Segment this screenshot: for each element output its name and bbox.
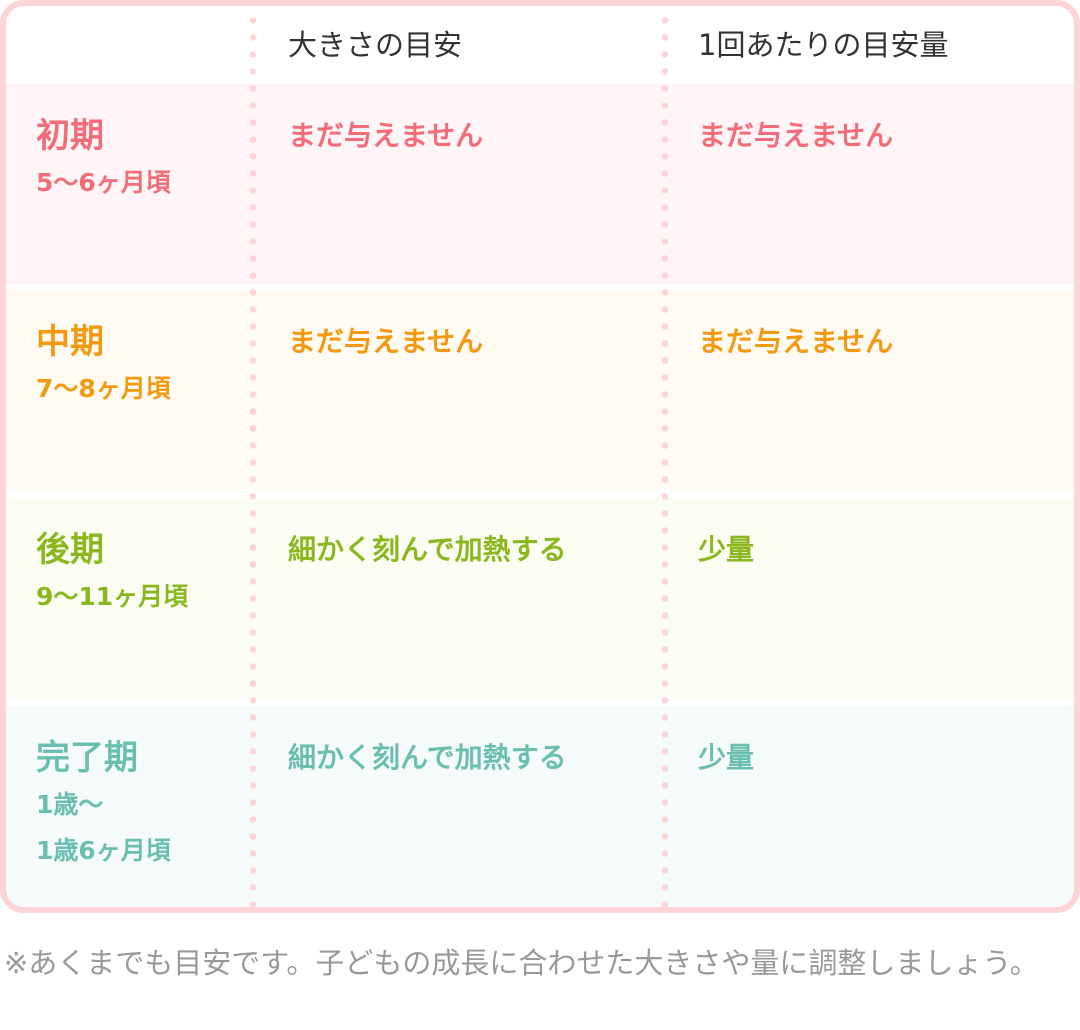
- stage-label: 完了期 1歳～ 1歳6ヶ月頃: [36, 736, 171, 874]
- stage-name: 後期: [36, 530, 104, 570]
- column-divider: [662, 12, 668, 907]
- size-cell: 細かく刻んで加熱する: [288, 741, 567, 774]
- table-row: 中期 7～8ヶ月頃 まだ与えません まだ与えません: [6, 290, 1074, 490]
- table-row: 完了期 1歳～ 1歳6ヶ月頃 細かく刻んで加熱する 少量: [6, 706, 1074, 906]
- header-amount: 1回あたりの目安量: [698, 28, 949, 62]
- stage-label: 中期 7～8ヶ月頃: [36, 320, 171, 412]
- size-cell: まだ与えません: [288, 325, 484, 358]
- stage-label: 後期 9～11ヶ月頃: [36, 528, 188, 620]
- table-row: 後期 9～11ヶ月頃 細かく刻んで加熱する 少量: [6, 498, 1074, 698]
- amount-cell: まだ与えません: [698, 325, 894, 358]
- stage-age: 7～8ヶ月頃: [36, 374, 171, 403]
- amount-cell: まだ与えません: [698, 119, 894, 152]
- stage-name: 中期: [36, 322, 104, 362]
- footnote: ※あくまでも目安です。子どもの成長に合わせた大きさや量に調整しましょう。: [4, 946, 1039, 980]
- stage-name: 完了期: [36, 738, 138, 778]
- amount-cell: 少量: [698, 533, 755, 566]
- table-row: 初期 5～6ヶ月頃 まだ与えません まだ与えません: [6, 84, 1074, 284]
- baby-food-table: 大きさの目安 1回あたりの目安量 初期 5～6ヶ月頃 まだ与えません まだ与えませ…: [0, 0, 1080, 913]
- stage-age: 9～11ヶ月頃: [36, 582, 189, 611]
- size-cell: まだ与えません: [288, 119, 484, 152]
- stage-age: 1歳～ 1歳6ヶ月頃: [36, 790, 171, 865]
- size-cell: 細かく刻んで加熱する: [288, 533, 567, 566]
- header-size: 大きさの目安: [288, 28, 463, 62]
- stage-label: 初期 5～6ヶ月頃: [36, 114, 171, 206]
- stage-age: 5～6ヶ月頃: [36, 168, 171, 197]
- column-divider: [250, 12, 256, 907]
- amount-cell: 少量: [698, 741, 755, 774]
- stage-name: 初期: [36, 116, 104, 156]
